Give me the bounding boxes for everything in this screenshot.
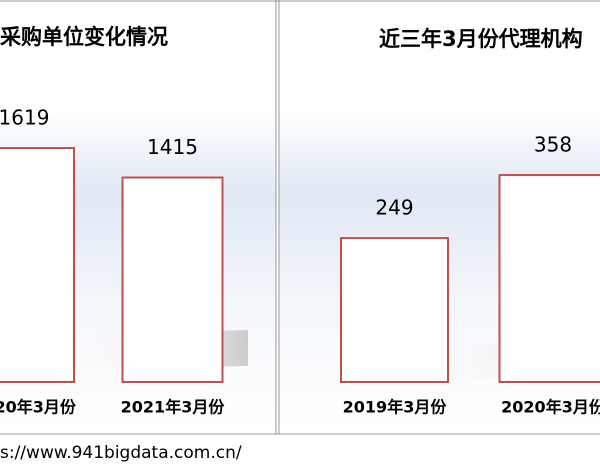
x-tick-label: 2019年3月份: [343, 398, 448, 417]
value-label: 1415: [147, 135, 198, 159]
value-label: 1619: [0, 106, 49, 130]
bar: [340, 237, 449, 383]
bar: [0, 147, 75, 383]
chart-title: 采购单位变化情况: [0, 25, 168, 49]
x-tick-label: 2020年3月份: [501, 398, 600, 417]
bar: [121, 176, 224, 383]
bar: [498, 174, 600, 383]
value-label: 358: [534, 133, 572, 157]
footer-url: s://www.941bigdata.com.cn/: [0, 443, 242, 463]
x-tick-label: 2020年3月份: [0, 398, 77, 417]
x-tick-label: 2021年3月份: [121, 398, 226, 417]
chart-title: 近三年3月份代理机构: [379, 27, 583, 51]
value-label: 249: [375, 196, 413, 220]
